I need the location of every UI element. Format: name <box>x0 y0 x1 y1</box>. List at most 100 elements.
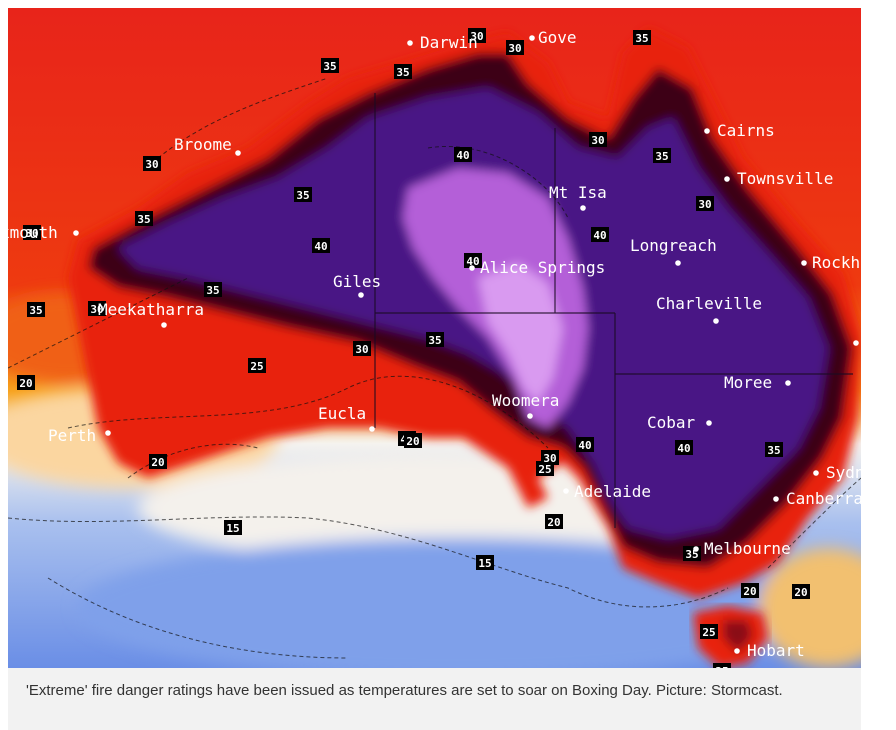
svg-text:35: 35 <box>635 32 648 45</box>
svg-text:25: 25 <box>250 360 263 373</box>
city-gove: Gove <box>529 28 577 47</box>
contour-label: 30 <box>589 132 607 147</box>
city-label: Meekatharra <box>98 300 204 319</box>
city-hobart: Hobart <box>734 641 805 660</box>
city-giles: Giles <box>333 272 381 298</box>
svg-text:15: 15 <box>478 557 491 570</box>
city-label: Melbourne <box>704 539 791 558</box>
svg-text:40: 40 <box>677 442 690 455</box>
city-moree: Moree <box>724 373 791 392</box>
city-label: Moree <box>724 373 772 392</box>
city-broome: Broome <box>174 135 241 156</box>
city-markers: Darwin Gove Cairns Townsville Broome xmouth Mt… <box>8 28 861 660</box>
contour-label: 35 <box>765 442 783 457</box>
city-label: Rockham <box>812 253 861 272</box>
svg-text:40: 40 <box>456 149 469 162</box>
svg-text:20: 20 <box>406 435 419 448</box>
city-exmouth: xmouth <box>8 223 79 242</box>
contour-label: 35 <box>204 282 222 297</box>
svg-text:25: 25 <box>715 665 728 668</box>
svg-text:20: 20 <box>151 456 164 469</box>
city-label: Sydney <box>826 463 861 482</box>
city-dot <box>73 230 79 236</box>
contour-label: 30 <box>696 196 714 211</box>
city-darwin: Darwin <box>407 33 478 52</box>
contour-label: 35 <box>426 332 444 347</box>
city-dot <box>693 546 699 552</box>
city-dot <box>734 648 740 654</box>
contour-label: 20 <box>741 583 759 598</box>
city-dot <box>527 413 533 419</box>
city-label: Cairns <box>717 121 775 140</box>
city-dot <box>704 128 710 134</box>
svg-text:30: 30 <box>145 158 158 171</box>
city-dot <box>675 260 681 266</box>
svg-text:35: 35 <box>428 334 441 347</box>
city-adelaide: Adelaide <box>563 482 651 501</box>
city-label: Woomera <box>492 391 559 410</box>
contour-label: 40 <box>464 253 482 268</box>
city-label: Adelaide <box>574 482 651 501</box>
svg-text:35: 35 <box>137 213 150 226</box>
city-dot <box>369 426 375 432</box>
contour-label: 35 <box>653 148 671 163</box>
svg-text:25: 25 <box>538 463 551 476</box>
contour-label: 20 <box>404 433 422 448</box>
city-label: Broome <box>174 135 232 154</box>
svg-text:25: 25 <box>702 626 715 639</box>
contour-label: 30 <box>541 450 559 465</box>
state-borders <box>374 93 853 528</box>
city-mt-isa: Mt Isa <box>549 183 607 211</box>
city-dot <box>801 260 807 266</box>
svg-text:30: 30 <box>508 42 521 55</box>
city-alice-springs: Alice Springs <box>469 258 605 277</box>
city-dot <box>853 340 859 346</box>
contour-lines <box>8 77 861 659</box>
svg-text:30: 30 <box>470 30 483 43</box>
svg-text:20: 20 <box>19 377 32 390</box>
contour-label: 40 <box>312 238 330 253</box>
svg-text:30: 30 <box>90 303 103 316</box>
city-dot <box>706 420 712 426</box>
city-charleville: Charleville <box>656 294 762 324</box>
city-dot <box>529 35 535 41</box>
city-dot <box>580 205 586 211</box>
city-townsville: Townsville <box>724 169 833 188</box>
svg-text:15: 15 <box>226 522 239 535</box>
city-dot <box>105 430 111 436</box>
city-label: Mt Isa <box>549 183 607 202</box>
contour-label: 40 <box>454 147 472 162</box>
svg-text:30: 30 <box>355 343 368 356</box>
svg-text:40: 40 <box>466 255 479 268</box>
svg-text:35: 35 <box>396 66 409 79</box>
figure-caption: 'Extreme' fire danger ratings have been … <box>8 668 861 730</box>
city-canberra: Canberra <box>773 489 861 508</box>
city-label: Gove <box>538 28 577 47</box>
contour-label: 20 <box>792 584 810 599</box>
weather-map-figure: 30 35 30 35 30 35 35 30 35 40 30 35 30 35 40 40 40 25 30 35… <box>8 8 861 668</box>
contour-label: 20 <box>545 514 563 529</box>
contour-label: 40 <box>675 440 693 455</box>
city-dot <box>161 322 167 328</box>
contour-label: 25 <box>248 358 266 373</box>
city-dot <box>773 496 779 502</box>
city-dot <box>713 318 719 324</box>
contour-label: 25 <box>713 663 731 668</box>
city-longreach: Longreach <box>630 236 717 266</box>
city-dot <box>724 176 730 182</box>
contour-label: 40 <box>576 437 594 452</box>
contour-label: 30 <box>23 225 41 240</box>
svg-text:35: 35 <box>767 444 780 457</box>
svg-text:40: 40 <box>578 439 591 452</box>
temperature-map: 3035303530353530354030353035404040253035… <box>8 8 861 668</box>
contour-label: 35 <box>633 30 651 45</box>
svg-text:30: 30 <box>25 227 38 240</box>
contour-label: 30 <box>353 341 371 356</box>
city-label: xmouth <box>8 223 58 242</box>
contour-label: 30 <box>506 40 524 55</box>
city-dot <box>358 292 364 298</box>
contour-label: 20 <box>149 454 167 469</box>
svg-text:35: 35 <box>29 304 42 317</box>
city-dot <box>813 470 819 476</box>
city-label: Cobar <box>647 413 696 432</box>
